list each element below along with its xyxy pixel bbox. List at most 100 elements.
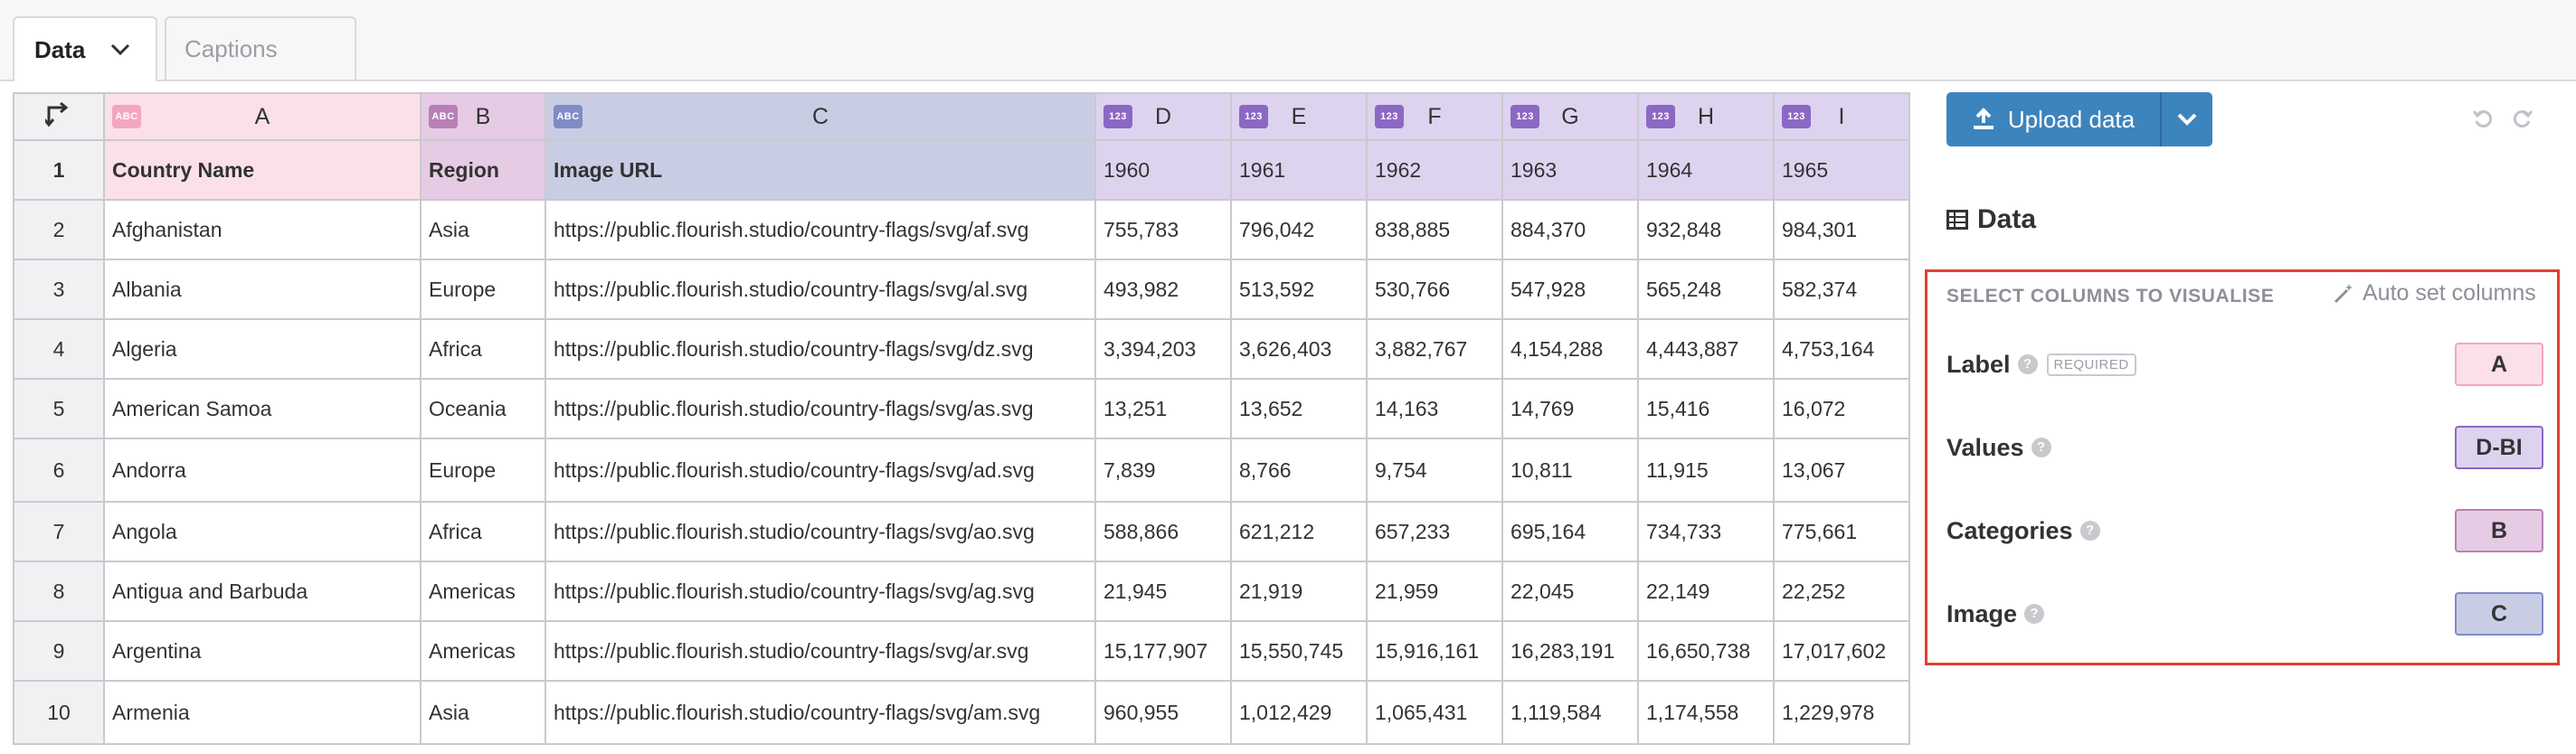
column-header-c[interactable]: ABC C bbox=[545, 92, 1096, 141]
row-number[interactable]: 8 bbox=[13, 561, 105, 622]
cell-value[interactable]: 17,017,602 bbox=[1773, 620, 1910, 682]
row-number[interactable]: 2 bbox=[13, 199, 105, 260]
cell-value[interactable]: 13,652 bbox=[1230, 378, 1368, 439]
label-column-selector[interactable]: A bbox=[2455, 343, 2543, 386]
cell-value[interactable]: 513,592 bbox=[1230, 259, 1368, 320]
cell-value[interactable]: 15,416 bbox=[1637, 378, 1775, 439]
cell-value[interactable]: 734,733 bbox=[1637, 501, 1775, 562]
cell-value[interactable]: 15,550,745 bbox=[1230, 620, 1368, 682]
cell-value[interactable]: 796,042 bbox=[1230, 199, 1368, 260]
cell-value[interactable]: 4,154,288 bbox=[1501, 318, 1639, 380]
cell-value[interactable]: 1,065,431 bbox=[1366, 680, 1503, 745]
row-number[interactable]: 7 bbox=[13, 501, 105, 562]
column-header-h[interactable]: 123 H bbox=[1637, 92, 1775, 141]
cell-image-url[interactable]: https://public.flourish.studio/country-f… bbox=[545, 378, 1096, 439]
help-icon[interactable]: ? bbox=[2031, 438, 2051, 457]
help-icon[interactable]: ? bbox=[2017, 354, 2038, 374]
cell-image-url[interactable]: https://public.flourish.studio/country-f… bbox=[545, 561, 1096, 622]
cell-value[interactable]: 755,783 bbox=[1094, 199, 1232, 260]
cell-country-name[interactable]: Antigua and Barbuda bbox=[103, 561, 421, 622]
cell-value[interactable]: 1,229,978 bbox=[1773, 680, 1910, 745]
tab-data[interactable]: Data bbox=[13, 16, 157, 81]
help-icon[interactable]: ? bbox=[2079, 521, 2100, 541]
cell-region[interactable]: Europe bbox=[420, 259, 546, 320]
cell-value[interactable]: 21,959 bbox=[1366, 561, 1503, 622]
cell-value[interactable]: 16,072 bbox=[1773, 378, 1910, 439]
row-number[interactable]: 5 bbox=[13, 378, 105, 439]
cell-value[interactable]: 3,394,203 bbox=[1094, 318, 1232, 380]
cell-country-name[interactable]: Albania bbox=[103, 259, 421, 320]
cell-value[interactable]: 4,753,164 bbox=[1773, 318, 1910, 380]
cell-value[interactable]: 493,982 bbox=[1094, 259, 1232, 320]
column-header-a[interactable]: ABC A bbox=[103, 92, 421, 141]
cell-region[interactable]: Asia bbox=[420, 199, 546, 260]
cell-value[interactable]: 1961 bbox=[1230, 139, 1368, 201]
cell-value[interactable]: 21,945 bbox=[1094, 561, 1232, 622]
cell-image-url[interactable]: https://public.flourish.studio/country-f… bbox=[545, 318, 1096, 380]
categories-column-selector[interactable]: B bbox=[2455, 509, 2543, 552]
row-number[interactable]: 6 bbox=[13, 438, 105, 503]
cell-country-name[interactable]: Argentina bbox=[103, 620, 421, 682]
cell-value[interactable]: 13,067 bbox=[1773, 438, 1910, 503]
cell-value[interactable]: 11,915 bbox=[1637, 438, 1775, 503]
cell-value[interactable]: 775,661 bbox=[1773, 501, 1910, 562]
cell-country-name[interactable]: Angola bbox=[103, 501, 421, 562]
cell-value[interactable]: 695,164 bbox=[1501, 501, 1639, 562]
cell-image-url[interactable]: https://public.flourish.studio/country-f… bbox=[545, 501, 1096, 562]
cell-value[interactable]: 1,174,558 bbox=[1637, 680, 1775, 745]
cell-value[interactable]: 932,848 bbox=[1637, 199, 1775, 260]
cell-country-name[interactable]: Andorra bbox=[103, 438, 421, 503]
cell-value[interactable]: 1,119,584 bbox=[1501, 680, 1639, 745]
row-number[interactable]: 4 bbox=[13, 318, 105, 380]
tab-captions[interactable]: Captions bbox=[165, 16, 356, 80]
cell-value[interactable]: 16,650,738 bbox=[1637, 620, 1775, 682]
cell-country-name[interactable]: American Samoa bbox=[103, 378, 421, 439]
cell-value[interactable]: 960,955 bbox=[1094, 680, 1232, 745]
column-header-f[interactable]: 123 F bbox=[1366, 92, 1503, 141]
cell-country-name[interactable]: Armenia bbox=[103, 680, 421, 745]
cell-region[interactable]: Europe bbox=[420, 438, 546, 503]
data-grid[interactable]: ABC A ABC B ABC C 123 D 123 E 123 F 123 G 123 H … bbox=[13, 92, 1910, 745]
cell-value[interactable]: 15,177,907 bbox=[1094, 620, 1232, 682]
cell-image-url[interactable]: https://public.flourish.studio/country-f… bbox=[545, 199, 1096, 260]
row-number[interactable]: 9 bbox=[13, 620, 105, 682]
cell-value[interactable]: 530,766 bbox=[1366, 259, 1503, 320]
cell-image-url[interactable]: https://public.flourish.studio/country-f… bbox=[545, 620, 1096, 682]
cell-country-name[interactable]: Country Name bbox=[103, 139, 421, 201]
cell-country-name[interactable]: Afghanistan bbox=[103, 199, 421, 260]
cell-value[interactable]: 565,248 bbox=[1637, 259, 1775, 320]
redo-button[interactable] bbox=[2509, 105, 2536, 132]
row-number[interactable]: 1 bbox=[13, 139, 105, 201]
image-column-selector[interactable]: C bbox=[2455, 592, 2543, 636]
auto-set-columns-button[interactable]: Auto set columns bbox=[2332, 280, 2536, 306]
cell-value[interactable]: 1965 bbox=[1773, 139, 1910, 201]
cell-value[interactable]: 22,045 bbox=[1501, 561, 1639, 622]
cell-value[interactable]: 547,928 bbox=[1501, 259, 1639, 320]
cell-region[interactable]: Oceania bbox=[420, 378, 546, 439]
cell-value[interactable]: 588,866 bbox=[1094, 501, 1232, 562]
upload-data-button[interactable]: Upload data bbox=[1946, 92, 2160, 146]
cell-value[interactable]: 1962 bbox=[1366, 139, 1503, 201]
cell-value[interactable]: 621,212 bbox=[1230, 501, 1368, 562]
cell-value[interactable]: 21,919 bbox=[1230, 561, 1368, 622]
column-header-d[interactable]: 123 D bbox=[1094, 92, 1232, 141]
cell-value[interactable]: 22,252 bbox=[1773, 561, 1910, 622]
cell-value[interactable]: 1,012,429 bbox=[1230, 680, 1368, 745]
cell-value[interactable]: 14,769 bbox=[1501, 378, 1639, 439]
cell-image-url[interactable]: https://public.flourish.studio/country-f… bbox=[545, 438, 1096, 503]
cell-value[interactable]: 15,916,161 bbox=[1366, 620, 1503, 682]
cell-value[interactable]: 16,283,191 bbox=[1501, 620, 1639, 682]
cell-region[interactable]: Americas bbox=[420, 561, 546, 622]
cell-value[interactable]: 3,882,767 bbox=[1366, 318, 1503, 380]
cell-value[interactable]: 657,233 bbox=[1366, 501, 1503, 562]
column-header-g[interactable]: 123 G bbox=[1501, 92, 1639, 141]
cell-value[interactable]: 3,626,403 bbox=[1230, 318, 1368, 380]
cell-value[interactable]: 14,163 bbox=[1366, 378, 1503, 439]
cell-image-url[interactable]: https://public.flourish.studio/country-f… bbox=[545, 259, 1096, 320]
cell-region[interactable]: Americas bbox=[420, 620, 546, 682]
cell-value[interactable]: 10,811 bbox=[1501, 438, 1639, 503]
row-number[interactable]: 10 bbox=[13, 680, 105, 745]
cell-region[interactable]: Asia bbox=[420, 680, 546, 745]
cell-value[interactable]: 8,766 bbox=[1230, 438, 1368, 503]
cell-value[interactable]: 22,149 bbox=[1637, 561, 1775, 622]
